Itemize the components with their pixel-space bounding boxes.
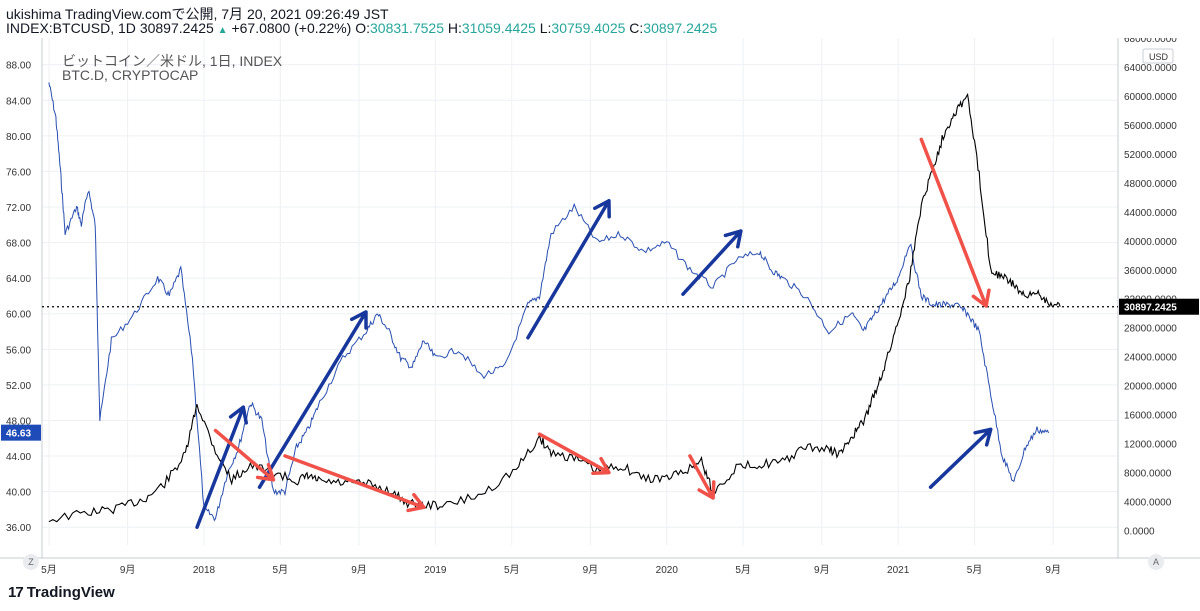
tv-logo-mark: 17 <box>8 584 24 601</box>
btcd-series-line <box>48 82 1050 522</box>
right-tick-label: 20000.0000 <box>1124 382 1177 393</box>
current-dominance-badge <box>1 424 41 441</box>
high-label: H: <box>447 20 462 36</box>
tv-logo-text: TradingView <box>26 584 115 601</box>
right-tick-label: 4000.0000 <box>1124 498 1172 509</box>
chart-canvas[interactable]: 36.00 40.00 44.00 48.00 52.00 56.00 60.00 64.00… <box>0 38 1200 578</box>
x-tick-label: 5月 <box>735 564 751 576</box>
left-tick-label: 72.00 <box>6 203 31 214</box>
left-tick-label: 44.00 <box>6 452 31 463</box>
left-tick-label: 80.00 <box>6 132 31 143</box>
last-price: 30897.2425 <box>139 20 214 36</box>
trend-arrow-up-1 <box>195 405 248 529</box>
right-tick-label: 64000.0000 <box>1124 63 1177 74</box>
price-change: +67.0800 (+0.22%) <box>231 20 352 36</box>
trend-arrow-down-10 <box>919 137 991 308</box>
legend-btcd[interactable]: BTC.D, CRYPTOCAP <box>62 67 199 83</box>
x-tick-label: 9月 <box>351 564 367 576</box>
low-value: 30759.4025 <box>551 20 626 36</box>
auto-scale-button[interactable]: A <box>1148 554 1164 570</box>
current-price-badge <box>1119 298 1199 315</box>
right-tick-label: 56000.0000 <box>1124 121 1177 132</box>
right-tick-label: 52000.0000 <box>1124 150 1177 161</box>
trend-arrow-down-8 <box>537 432 611 476</box>
left-tick-label: 40.00 <box>6 488 31 499</box>
trend-arrow-up-2 <box>257 310 368 489</box>
left-tick-label: 60.00 <box>6 310 31 321</box>
left-tick-label: 64.00 <box>6 274 31 285</box>
x-tick-label: 9月 <box>120 564 136 576</box>
left-tick-label: 76.00 <box>6 167 31 178</box>
trend-arrow-down-7 <box>283 454 426 513</box>
timezone-button[interactable]: Z <box>23 554 39 570</box>
unit-label: USD <box>1149 52 1169 62</box>
right-tick-label: 28000.0000 <box>1124 324 1177 335</box>
trend-arrow-up-4 <box>681 229 743 296</box>
low-label: L: <box>539 20 552 36</box>
close-label: C: <box>629 20 644 36</box>
right-tick-label: 36000.0000 <box>1124 266 1177 277</box>
trend-arrow-down-6 <box>213 428 276 482</box>
trend-arrow-down-9 <box>688 454 716 500</box>
left-tick-label: 68.00 <box>6 239 31 250</box>
right-tick-label: 12000.0000 <box>1124 440 1177 451</box>
left-tick-label: 52.00 <box>6 381 31 392</box>
right-tick-label: 0.0000 <box>1124 527 1155 538</box>
high-value: 31059.4425 <box>461 20 536 36</box>
publish-info: ukishima TradingView.comで公開, 7月 20, 2021… <box>6 6 389 22</box>
trend-arrow-up-5 <box>928 427 993 489</box>
x-tick-label: 5月 <box>41 564 57 576</box>
right-tick-label: 44000.0000 <box>1124 208 1177 219</box>
left-tick-label: 88.00 <box>6 61 31 72</box>
x-tick-label: 2020 <box>656 565 679 576</box>
current-dominance-label: 46.63 <box>6 429 31 440</box>
up-triangle-icon: ▲ <box>217 25 228 36</box>
right-tick-label: 16000.0000 <box>1124 411 1177 422</box>
symbol-interval: INDEX:BTCUSD, 1D <box>6 20 136 36</box>
right-tick-label: 8000.0000 <box>1124 469 1172 480</box>
left-tick-label: 56.00 <box>6 345 31 356</box>
ohlc-line: INDEX:BTCUSD, 1D 30897.2425 ▲ +67.0800 (… <box>6 20 717 36</box>
x-tick-label: 5月 <box>504 564 520 576</box>
x-tick-label: 2019 <box>424 565 447 576</box>
x-tick-label: 9月 <box>583 564 599 576</box>
right-tick-label: 60000.0000 <box>1124 92 1177 103</box>
unit-box <box>1142 48 1174 64</box>
left-tick-label: 48.00 <box>6 416 31 427</box>
current-price-label: 30897.2425 <box>1124 303 1177 314</box>
open-label: O: <box>355 20 371 36</box>
x-tick-label: 2021 <box>887 565 910 576</box>
x-tick-label: 9月 <box>1045 564 1061 576</box>
x-tick-label: 2018 <box>193 565 216 576</box>
legend-btcusd[interactable]: ビットコイン／米ドル, 1日, INDEX <box>62 53 283 69</box>
tradingview-logo[interactable]: 17 TradingView <box>8 584 115 601</box>
x-tick-label: 9月 <box>814 564 830 576</box>
left-tick-label: 36.00 <box>6 523 31 534</box>
right-tick-label: 24000.0000 <box>1124 353 1177 364</box>
trend-arrow-up-3 <box>526 199 611 340</box>
close-value: 30897.2425 <box>643 20 718 36</box>
right-tick-label: 68000.0000 <box>1124 38 1177 45</box>
right-tick-label: 40000.0000 <box>1124 237 1177 248</box>
right-tick-label: 48000.0000 <box>1124 179 1177 190</box>
open-value: 30831.7525 <box>370 20 444 36</box>
x-tick-label: 5月 <box>967 564 983 576</box>
left-tick-label: 84.00 <box>6 96 31 107</box>
x-tick-label: 5月 <box>273 564 289 576</box>
